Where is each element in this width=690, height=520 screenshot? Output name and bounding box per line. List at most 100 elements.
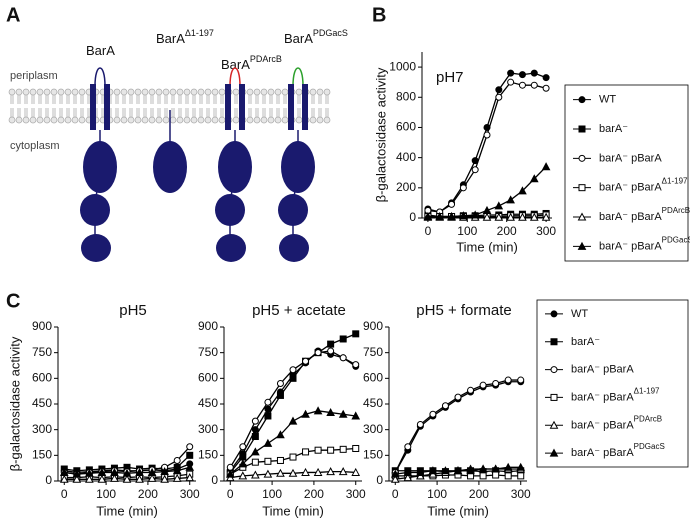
lipid-head: [155, 116, 163, 124]
marker: [238, 471, 248, 480]
label-sup: PDArcB: [662, 206, 690, 215]
marker: [97, 474, 107, 483]
x-tick-label: 200: [469, 487, 489, 501]
marker: [530, 69, 538, 77]
x-tick-label: 300: [511, 487, 531, 501]
tm-helix: [104, 84, 110, 130]
marker: [314, 446, 322, 454]
label: barA⁻ pBarAPDGacS: [571, 442, 665, 459]
lipid-head: [36, 88, 44, 96]
label-main: barA⁻ pBarA: [599, 240, 662, 252]
label-main: barA⁻ pBarA: [571, 363, 634, 375]
marker: [85, 468, 94, 477]
label-main: barA⁻ pBarA: [571, 419, 634, 431]
y-axis-label: β-galactosidase activity: [373, 67, 388, 202]
marker: [530, 81, 538, 89]
marker: [186, 443, 194, 451]
marker: [517, 472, 525, 480]
marker: [492, 379, 500, 387]
lipid-head: [309, 88, 317, 96]
marker: [518, 212, 527, 221]
lipid-head: [281, 88, 289, 96]
label: BarAΔ1-197: [156, 28, 214, 46]
marker: [251, 433, 259, 441]
label-sup: PDGacS: [313, 28, 348, 38]
marker: [238, 459, 248, 468]
legend-marker: [578, 184, 586, 192]
marker: [441, 466, 450, 475]
marker: [453, 466, 463, 475]
lipid-head: [127, 88, 135, 96]
marker: [351, 467, 361, 476]
y-tick-label: 600: [363, 371, 383, 385]
label-sup: PDGacS: [634, 442, 665, 451]
marker: [313, 406, 323, 415]
label-main: barA⁻ pBarA: [571, 447, 634, 459]
marker: [542, 74, 550, 82]
marker: [404, 443, 412, 451]
legend-marker: [550, 393, 558, 401]
lipid-head: [218, 88, 226, 96]
y-tick-label: 600: [396, 120, 416, 134]
lipid-head: [162, 116, 170, 124]
marker: [110, 473, 119, 482]
marker: [339, 354, 347, 362]
lipid-head: [316, 116, 324, 124]
label-main: barA⁻ pBarA: [599, 211, 662, 223]
marker: [276, 456, 284, 464]
lipid-head: [43, 88, 51, 96]
series-line: [427, 72, 547, 213]
lipid-head: [218, 116, 226, 124]
marker: [288, 468, 298, 477]
label-main: barA⁻ pBarA: [571, 391, 634, 403]
marker: [172, 473, 182, 482]
periplasm-label: periplasm: [10, 70, 58, 82]
label: barA⁻ pBarAPDArcB: [599, 206, 690, 223]
label-main: barA⁻ pBarA: [599, 182, 662, 194]
label: BarAPDGacS: [284, 28, 348, 46]
marker: [289, 374, 297, 382]
label-main: BarA: [86, 43, 115, 58]
lipid-head: [197, 116, 205, 124]
marker: [507, 69, 515, 77]
label: barA⁻ pBarA: [599, 152, 662, 164]
lipid-head: [211, 116, 219, 124]
y-tick-label: 800: [396, 89, 416, 103]
label: WT: [599, 94, 616, 106]
y-tick-label: 400: [396, 150, 416, 164]
lipid-head: [176, 88, 184, 96]
marker: [289, 366, 297, 374]
marker: [302, 357, 310, 365]
marker: [251, 470, 260, 479]
x-tick-label: 300: [346, 487, 366, 501]
marker: [110, 467, 119, 476]
legend-marker: [550, 310, 558, 318]
y-tick-label: 450: [198, 396, 218, 410]
label-main: WT: [571, 308, 588, 320]
y-tick-label: 750: [198, 345, 218, 359]
lipid-head: [50, 116, 58, 124]
x-tick-label: 0: [425, 224, 432, 238]
marker: [147, 467, 157, 476]
x-axis-label: Time (min): [427, 503, 489, 518]
marker: [264, 405, 272, 413]
lipid-head: [155, 88, 163, 96]
marker: [239, 443, 247, 451]
label-sup: PDGacS: [662, 235, 690, 244]
y-tick-label: 750: [363, 345, 383, 359]
label-main: WT: [599, 94, 616, 106]
lipid-head: [29, 116, 37, 124]
marker: [478, 464, 488, 473]
marker: [390, 474, 400, 483]
marker: [352, 361, 360, 369]
label: barA⁻ pBarAΔ1-197: [599, 177, 688, 194]
y-tick-label: 150: [363, 448, 383, 462]
x-tick-label: 200: [138, 487, 158, 501]
marker: [492, 471, 500, 479]
y-tick-label: 1000: [389, 59, 416, 73]
marker: [459, 211, 468, 220]
legend-marker: [578, 125, 586, 133]
lipid-head: [71, 116, 79, 124]
marker: [416, 467, 425, 476]
domain: [279, 234, 309, 262]
